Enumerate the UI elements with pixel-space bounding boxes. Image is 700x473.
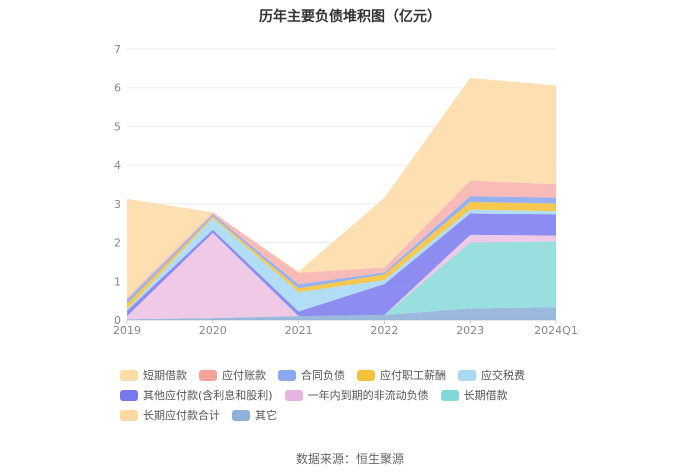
legend-swatch xyxy=(199,369,217,381)
y-tick-label: 5 xyxy=(114,120,121,133)
legend-swatch xyxy=(278,369,296,381)
y-tick-label: 7 xyxy=(114,43,121,56)
legend-label: 合同负债 xyxy=(301,369,345,382)
y-tick-label: 3 xyxy=(114,198,121,211)
area-series-9 xyxy=(127,78,556,298)
legend-label: 一年内到期的非流动负债 xyxy=(307,389,429,402)
area-series-8 xyxy=(127,180,556,300)
area-series-0 xyxy=(127,307,556,320)
legend-swatch xyxy=(120,409,138,421)
legend-label: 应交税费 xyxy=(481,369,525,382)
legend-item[interactable]: 一年内到期的非流动负债 xyxy=(284,388,429,402)
legend-label: 应付账款 xyxy=(222,369,266,382)
legend-label: 长期应付款合计 xyxy=(143,409,220,422)
legend-item[interactable]: 短期借款 xyxy=(120,368,187,382)
legend-swatch xyxy=(284,389,303,401)
legend-item[interactable]: 应付职工薪酬 xyxy=(357,368,446,382)
legend-item[interactable]: 其它 xyxy=(232,408,277,422)
legend-label: 长期借款 xyxy=(463,389,508,402)
y-tick-label: 1 xyxy=(114,275,121,288)
legend-swatch xyxy=(120,369,138,381)
y-tick-label: 4 xyxy=(114,159,121,172)
legend-item[interactable]: 合同负债 xyxy=(278,368,345,382)
legend-item[interactable]: 长期应付款合计 xyxy=(120,408,220,422)
legend-item[interactable]: 其他应付款(含利息和股利) xyxy=(120,388,273,402)
legend-item[interactable]: 长期借款 xyxy=(440,388,508,402)
x-tick-label: 2023 xyxy=(456,324,484,337)
area-series-5 xyxy=(127,209,556,312)
x-tick-label: 2024Q1 xyxy=(534,324,578,337)
area-series-2 xyxy=(127,241,556,320)
area-series-3 xyxy=(127,232,556,320)
area-series xyxy=(127,78,556,320)
legend: 短期借款 应付账款 合同负债 应付职工薪酬 应交税费其他应付款(含利息和股利) 一年内到期… xyxy=(120,368,600,422)
x-tick-label: 2022 xyxy=(370,324,398,337)
legend-swatch xyxy=(232,409,250,421)
legend-swatch xyxy=(440,389,459,401)
y-tick-label: 0 xyxy=(114,314,121,327)
legend-label: 短期借款 xyxy=(143,369,187,382)
chart-title: 历年主要负债堆积图（亿元） xyxy=(259,9,441,25)
legend-swatch xyxy=(357,369,375,381)
data-source: 数据来源：恒生聚源 xyxy=(295,452,404,466)
legend-swatch xyxy=(120,389,138,401)
x-tick-label: 2020 xyxy=(199,324,227,337)
y-tick-label: 2 xyxy=(114,237,121,250)
x-tick-label: 2019 xyxy=(113,324,141,337)
area-series-4 xyxy=(127,213,556,317)
y-axis: 0 1 2 3 4 5 6 7 xyxy=(114,43,121,327)
x-tick-label: 2021 xyxy=(285,324,313,337)
legend-label: 其他应付款(含利息和股利) xyxy=(143,389,273,402)
legend-swatch xyxy=(458,369,476,381)
y-tick-label: 6 xyxy=(114,82,121,95)
x-axis: 2019 2020 2021 2022 2023 2024Q1 xyxy=(113,320,578,337)
legend-item[interactable]: 应交税费 xyxy=(458,368,525,382)
legend-label: 其它 xyxy=(255,409,277,422)
legend-item[interactable]: 应付账款 xyxy=(199,368,266,382)
legend-label: 应付职工薪酬 xyxy=(380,369,446,382)
